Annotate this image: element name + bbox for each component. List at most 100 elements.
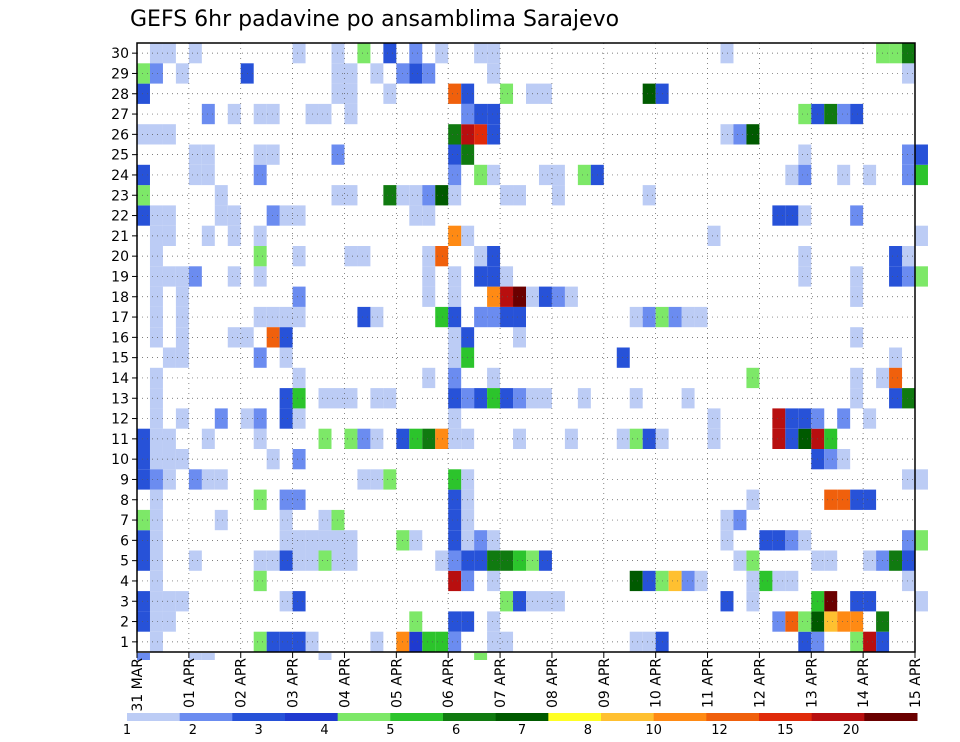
heatmap-cell [448, 388, 462, 409]
y-tick-label: 14 [111, 371, 129, 387]
legend-swatch [232, 713, 286, 721]
heatmap-cell [253, 428, 267, 449]
heatmap-cell [137, 530, 150, 551]
heatmap-cell [214, 469, 228, 490]
heatmap-cell [668, 570, 682, 592]
heatmap-cell [824, 591, 838, 612]
heatmap-cell [850, 205, 864, 226]
heatmap-cell [850, 327, 864, 348]
legend-swatch [495, 713, 549, 721]
heatmap-cell [292, 43, 306, 64]
heatmap-cell [448, 306, 462, 328]
heatmap-cell [474, 653, 488, 660]
legend-swatch [759, 713, 813, 721]
heatmap-cell [629, 428, 643, 449]
heatmap-cell [513, 388, 526, 409]
y-tick-label: 17 [111, 310, 129, 326]
heatmap-cell [902, 164, 915, 186]
legend-swatch [179, 713, 233, 721]
x-tick-label: 09 APR [597, 658, 613, 708]
heatmap-cell [137, 205, 150, 226]
legend-swatch [811, 713, 865, 721]
heatmap-cell [188, 144, 202, 165]
heatmap-cell [564, 428, 578, 449]
heatmap-cell [824, 449, 838, 470]
heatmap-cell [798, 103, 812, 125]
heatmap-cell [253, 408, 267, 429]
heatmap-cell [798, 266, 812, 287]
heatmap-cell [149, 286, 163, 307]
heatmap-cell [149, 591, 163, 612]
heatmap-cell [500, 591, 514, 612]
heatmap-cell [292, 286, 306, 307]
legend-label: 3 [255, 723, 263, 738]
heatmap-cell [422, 428, 436, 449]
heatmap-cell [902, 469, 915, 490]
heatmap-cell [149, 408, 163, 429]
heatmap-cell [642, 185, 656, 206]
heatmap-cell [279, 489, 293, 510]
y-tick-label: 7 [120, 513, 129, 529]
heatmap-cell [798, 428, 812, 449]
y-tick-label: 12 [111, 412, 129, 428]
heatmap-cell [448, 144, 462, 165]
heatmap-cell [318, 388, 332, 409]
heatmap-cell [720, 591, 734, 612]
heatmap-cell [915, 266, 928, 287]
heatmap-cell [149, 469, 163, 490]
heatmap-cell [188, 266, 202, 287]
heatmap-cell [474, 530, 488, 551]
heatmap-cell [681, 306, 695, 328]
heatmap-cell [720, 43, 734, 64]
heatmap-cell [733, 124, 747, 145]
y-tick-label: 3 [120, 594, 129, 610]
heatmap-cell [642, 428, 656, 449]
heatmap-cell [201, 144, 215, 165]
heatmap-cell [681, 388, 695, 409]
heatmap-cell [292, 306, 306, 328]
heatmap-cell [759, 570, 773, 592]
heatmap-cell [149, 306, 163, 328]
heatmap-cell [201, 469, 215, 490]
heatmap-cell [487, 530, 501, 551]
x-tick-label: 12 APR [752, 658, 768, 708]
y-tick-label: 4 [120, 574, 129, 590]
legend-label: 1 [123, 723, 131, 738]
heatmap-cell [435, 246, 449, 267]
legend-label: 5 [386, 723, 394, 738]
heatmap-cell [448, 286, 462, 307]
heatmap-cell [253, 144, 267, 165]
heatmap-cell [915, 530, 928, 551]
heatmap-cell [785, 611, 799, 632]
heatmap-cell [383, 43, 397, 64]
legend-swatch [390, 713, 444, 721]
heatmap-cell [500, 286, 514, 307]
heatmap-cell [279, 306, 293, 328]
heatmap-cell [162, 225, 176, 246]
heatmap-cell [149, 428, 163, 449]
heatmap-cell [474, 103, 488, 125]
heatmap-cell [383, 83, 397, 104]
heatmap-cell [344, 530, 358, 551]
heatmap-cell [448, 124, 462, 145]
heatmap-cell [201, 164, 215, 186]
heatmap-cell [837, 164, 851, 186]
heatmap-cell [137, 509, 150, 531]
heatmap-cell [772, 530, 786, 551]
heatmap-cell [513, 185, 526, 206]
heatmap-cell [292, 489, 306, 510]
heatmap-cell [409, 631, 423, 652]
heatmap-cell [448, 469, 462, 490]
heatmap-cell [902, 570, 915, 592]
heatmap-cell [344, 103, 358, 125]
heatmap-cell [915, 164, 928, 186]
heatmap-cell [902, 388, 915, 409]
heatmap-cell [487, 367, 501, 389]
heatmap-cell [292, 449, 306, 470]
heatmap-cell [409, 185, 423, 206]
legend-swatch [864, 713, 918, 721]
heatmap-cell [214, 408, 228, 429]
heatmap-cell [188, 469, 202, 490]
heatmap-cell [409, 530, 423, 551]
